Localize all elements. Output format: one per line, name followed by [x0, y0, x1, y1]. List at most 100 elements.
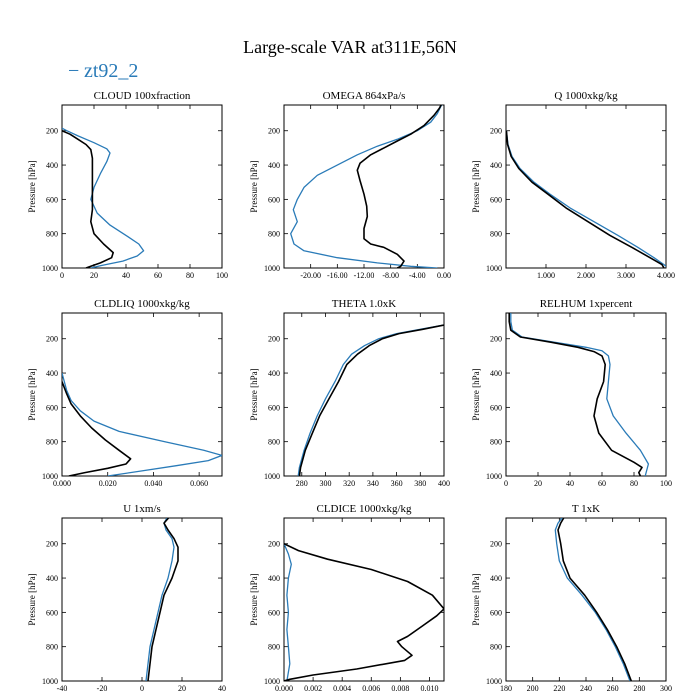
panel-5: THETA 1.0xK 280 300 320 340 360 380 400 200 400 60… [249, 298, 450, 488]
y-tick-label: 200 [490, 335, 502, 344]
x-tick-label: 380 [414, 479, 426, 488]
panel-2: OMEGA 864xPa/s -20.00 -16.00 -12.00 -8.00 -4.… [249, 90, 451, 280]
y-axis-label: Pressure [hPa] [27, 160, 37, 212]
y-axis-label: Pressure [hPa] [27, 573, 37, 625]
series-line-zt92_2 [554, 518, 631, 681]
x-tick-label: 0.006 [362, 684, 380, 693]
x-tick-label: 4.000 [657, 271, 675, 280]
y-tick-label: 600 [46, 403, 58, 412]
plot-frame [283, 517, 445, 682]
panel-3: Q 1000xkg/kg 1.000 2.000 3.000 4.000 200 400 60… [471, 90, 675, 280]
y-axis-label: Pressure [hPa] [471, 573, 481, 625]
x-tick-label: 280 [296, 479, 308, 488]
plot-frame [61, 517, 223, 682]
x-tick-label: 80 [186, 271, 194, 280]
x-tick-label: 300 [660, 684, 672, 693]
x-tick-label: 0 [140, 684, 144, 693]
panel-title: Q 1000xkg/kg [554, 90, 618, 102]
y-tick-label: 1000 [264, 472, 280, 481]
plot-frame [283, 312, 445, 477]
series-line-zt92_2 [284, 543, 292, 681]
y-tick-label: 800 [46, 230, 58, 239]
y-tick-label: 800 [490, 438, 502, 447]
panel-title: OMEGA 864xPa/s [323, 90, 406, 102]
y-tick-label: 200 [46, 127, 58, 136]
x-tick-label: 60 [154, 271, 162, 280]
x-tick-label: -20.00 [300, 271, 321, 280]
plot-frame [505, 312, 667, 477]
x-tick-label: 80 [630, 479, 638, 488]
x-tick-label: 0.004 [333, 684, 351, 693]
x-tick-label: 0.020 [99, 479, 117, 488]
y-tick-label: 400 [46, 161, 58, 170]
x-tick-label: 300 [319, 479, 331, 488]
x-tick-label: 100 [660, 479, 672, 488]
x-tick-label: 0 [60, 271, 64, 280]
x-tick-label: 0.000 [275, 684, 293, 693]
series-line-reference [508, 313, 643, 476]
y-tick-label: 400 [268, 369, 280, 378]
x-tick-label: 320 [343, 479, 355, 488]
y-axis-label: Pressure [hPa] [27, 368, 37, 420]
y-tick-label: 600 [490, 608, 502, 617]
x-tick-label: 0.010 [420, 684, 438, 693]
panel-4: CLDLIQ 1000xkg/kg 0.000 0.020 0.040 0.060 200… [27, 298, 223, 488]
panel-title: CLDICE 1000xkg/kg [316, 503, 412, 515]
plot-frame [505, 104, 667, 269]
series-line-reference [356, 105, 443, 268]
x-tick-label: 20 [178, 684, 186, 693]
y-axis-label: Pressure [hPa] [471, 368, 481, 420]
panel-7: U 1xm/s -40 -20 0 20 40 200 400 600 800 1000 Pressu… [27, 503, 226, 693]
y-tick-label: 600 [268, 403, 280, 412]
panel-1: CLOUD 100xfraction 0 20 40 60 80 100 200 400 600 8… [27, 90, 228, 280]
y-tick-label: 200 [268, 335, 280, 344]
y-tick-label: 600 [46, 608, 58, 617]
series-line-reference [298, 324, 444, 476]
panel-9: T 1xK 180 200 220 240 260 280 300 200 400 600 800 10… [471, 503, 672, 693]
x-tick-label: 260 [607, 684, 619, 693]
y-tick-label: 800 [490, 230, 502, 239]
panel-title: CLDLIQ 1000xkg/kg [94, 298, 190, 310]
y-tick-label: 1000 [486, 472, 502, 481]
plot-frame [61, 104, 223, 269]
x-tick-label: 1.000 [537, 271, 555, 280]
y-tick-label: 1000 [42, 677, 58, 686]
y-tick-label: 800 [46, 643, 58, 652]
y-tick-label: 800 [490, 643, 502, 652]
y-tick-label: 400 [268, 574, 280, 583]
y-tick-label: 200 [490, 540, 502, 549]
panel-title: THETA 1.0xK [332, 298, 397, 310]
x-tick-label: 200 [527, 684, 539, 693]
series-line-zt92_2 [506, 130, 666, 268]
y-tick-label: 1000 [486, 677, 502, 686]
panel-title: CLOUD 100xfraction [94, 90, 191, 102]
x-tick-label: 280 [633, 684, 645, 693]
x-tick-label: 0 [504, 479, 508, 488]
series-line-reference [284, 542, 444, 681]
series-line-zt92_2 [145, 518, 175, 681]
y-axis-label: Pressure [hPa] [471, 160, 481, 212]
y-tick-label: 1000 [42, 472, 58, 481]
x-tick-label: -40 [57, 684, 68, 693]
series-line-zt92_2 [297, 324, 444, 476]
x-tick-label: 40 [122, 271, 130, 280]
y-tick-label: 600 [46, 195, 58, 204]
panel-title: T 1xK [572, 503, 600, 515]
series-line-zt92_2 [510, 313, 650, 476]
y-tick-label: 400 [268, 161, 280, 170]
y-tick-label: 800 [268, 438, 280, 447]
x-tick-label: -8.00 [382, 271, 399, 280]
y-axis-label: Pressure [hPa] [249, 160, 259, 212]
y-tick-label: 800 [268, 643, 280, 652]
y-tick-label: 800 [46, 438, 58, 447]
legend-label: zt92_2 [84, 60, 138, 82]
series-line-reference [506, 130, 665, 268]
y-tick-label: 200 [490, 127, 502, 136]
panel-6: RELHUM 1xpercent 0 20 40 60 80 100 200 400 600 800… [471, 298, 672, 488]
y-axis-label: Pressure [hPa] [249, 573, 259, 625]
x-tick-label: -12.00 [354, 271, 375, 280]
series-line-reference [62, 129, 114, 268]
series-line-reference [62, 381, 132, 476]
x-tick-label: 220 [553, 684, 565, 693]
